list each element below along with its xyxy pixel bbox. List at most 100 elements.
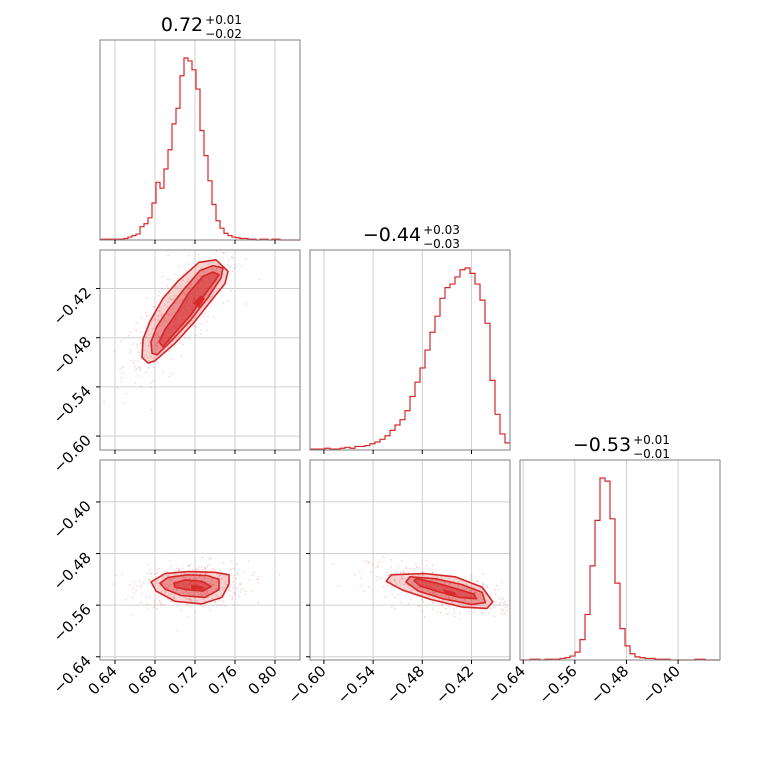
scatter-point <box>193 597 196 599</box>
scatter-point <box>167 278 169 281</box>
scatter-point <box>229 594 231 597</box>
scatter-point <box>500 581 503 584</box>
scatter-point <box>217 293 220 296</box>
scatter-point <box>195 600 198 602</box>
scatter-point <box>168 375 171 378</box>
scatter-point <box>172 589 175 592</box>
scatter-point <box>148 333 151 336</box>
scatter-point <box>199 329 202 331</box>
scatter-point <box>207 263 209 266</box>
scatter-point <box>201 593 204 596</box>
panel-title: −0.44 <box>363 224 421 246</box>
scatter-point <box>481 598 484 601</box>
scatter-point <box>175 588 178 591</box>
scatter-point <box>182 279 185 282</box>
scatter-point <box>154 334 156 337</box>
scatter-point <box>202 605 205 608</box>
scatter-point <box>160 313 163 316</box>
scatter-point <box>431 591 434 594</box>
tick-label-y: −0.40 <box>50 497 95 542</box>
scatter-point <box>129 349 132 352</box>
scatter-point <box>370 570 372 573</box>
scatter-point <box>479 587 482 590</box>
scatter-point <box>119 368 121 371</box>
scatter-point <box>194 326 197 328</box>
scatter-point <box>412 568 415 571</box>
contour-line <box>173 579 212 592</box>
scatter-point <box>162 575 165 578</box>
scatter-point <box>179 609 182 612</box>
scatter-point <box>155 572 158 574</box>
scatter-point <box>201 568 204 571</box>
scatter-point <box>168 559 171 562</box>
scatter-point <box>236 563 238 566</box>
scatter-point <box>129 352 132 354</box>
scatter-point <box>232 574 235 577</box>
scatter-point <box>227 259 230 262</box>
scatter-point <box>173 273 176 275</box>
scatter-point <box>359 584 362 587</box>
scatter-point <box>163 597 166 600</box>
scatter-point <box>219 603 222 606</box>
scatter-point <box>179 289 182 292</box>
scatter-point <box>208 557 211 559</box>
scatter-point <box>223 601 225 603</box>
scatter-point <box>116 386 119 389</box>
scatter-point <box>186 564 189 567</box>
scatter-point <box>212 584 215 586</box>
scatter-point <box>230 256 233 259</box>
scatter-point <box>133 365 136 368</box>
scatter-point <box>168 314 171 317</box>
scatter-point <box>225 251 228 253</box>
scatter-point <box>278 573 281 576</box>
panel-border <box>309 249 511 451</box>
scatter-point <box>133 592 136 595</box>
scatter-point <box>476 580 479 583</box>
scatter-point <box>230 560 233 563</box>
scatter-point <box>207 590 210 592</box>
scatter-point <box>170 578 172 581</box>
scatter-point <box>179 301 182 304</box>
scatter-point <box>472 611 475 614</box>
scatter-point <box>203 576 206 579</box>
scatter-point <box>181 298 184 301</box>
scatter-point <box>187 288 190 290</box>
scatter-point <box>197 594 200 597</box>
scatter-point <box>134 381 137 384</box>
scatter-point <box>158 584 161 587</box>
scatter-point <box>393 579 396 582</box>
scatter-point <box>177 335 180 338</box>
scatter-point <box>382 555 385 558</box>
scatter-point <box>194 334 197 337</box>
scatter-point <box>472 585 475 588</box>
contour-fill <box>159 272 219 347</box>
scatter-point <box>425 560 428 562</box>
scatter-point <box>120 367 123 369</box>
scatter-point <box>231 595 234 598</box>
scatter-point <box>353 573 356 576</box>
scatter-point <box>416 586 419 588</box>
scatter-point <box>196 591 199 594</box>
scatter-point <box>257 581 260 584</box>
histogram-step-line <box>520 477 720 661</box>
scatter-point <box>139 369 142 371</box>
scatter-point <box>410 598 412 601</box>
scatter-point <box>190 591 192 594</box>
scatter-point <box>139 330 142 333</box>
scatter-point <box>384 596 387 598</box>
scatter-point <box>178 299 181 302</box>
scatter-point <box>197 565 200 568</box>
scatter-point <box>400 577 403 580</box>
scatter-point <box>184 337 187 339</box>
scatter-point <box>218 573 221 576</box>
scatter-point <box>191 568 194 571</box>
scatter-point <box>189 598 192 601</box>
panel-title: −0.53 <box>573 434 631 456</box>
scatter-point <box>451 598 454 601</box>
scatter-point <box>227 299 230 302</box>
scatter-point <box>186 281 189 283</box>
scatter-point <box>206 596 209 599</box>
scatter-point <box>376 566 379 569</box>
scatter-point <box>423 615 426 618</box>
scatter-point <box>218 575 221 578</box>
